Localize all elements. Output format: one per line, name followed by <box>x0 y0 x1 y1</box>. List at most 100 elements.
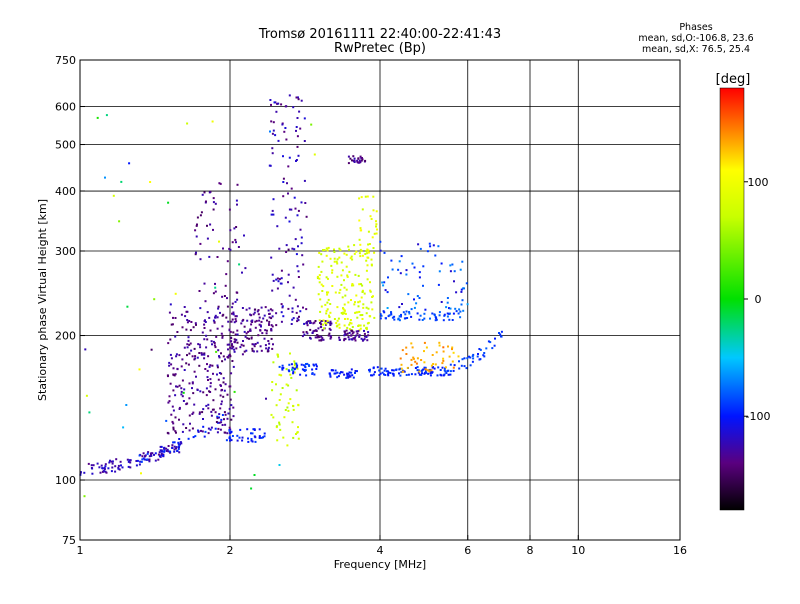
data-point <box>171 444 174 447</box>
data-point <box>299 228 302 231</box>
data-point <box>205 346 208 349</box>
data-point <box>471 355 474 357</box>
data-point <box>191 381 194 384</box>
data-point <box>408 312 411 315</box>
data-point <box>438 270 441 273</box>
data-point <box>375 223 378 226</box>
data-point <box>309 336 311 339</box>
data-point <box>401 349 404 352</box>
data-point <box>329 257 332 260</box>
data-point <box>270 328 273 330</box>
data-point <box>317 265 320 268</box>
data-point <box>291 421 294 424</box>
data-point <box>482 354 485 357</box>
data-point <box>311 368 314 371</box>
data-point <box>336 324 339 327</box>
data-point <box>466 357 469 360</box>
data-point <box>194 357 197 360</box>
data-point <box>414 373 417 376</box>
data-point <box>257 313 260 316</box>
data-point <box>258 436 261 439</box>
data-point <box>161 450 164 453</box>
data-point <box>288 94 291 97</box>
data-point <box>469 356 472 359</box>
data-point <box>379 240 382 243</box>
data-point <box>222 381 225 384</box>
data-point <box>209 223 212 226</box>
data-point <box>404 317 407 320</box>
data-point <box>202 353 205 356</box>
data-point <box>224 383 227 386</box>
data-point <box>452 351 455 354</box>
data-point <box>165 450 168 452</box>
data-point <box>424 308 427 311</box>
data-point <box>200 353 203 356</box>
data-point <box>336 262 339 265</box>
data-point <box>233 341 236 343</box>
data-point <box>328 332 331 335</box>
data-point <box>418 271 421 274</box>
data-point <box>324 320 327 323</box>
data-point <box>127 465 130 468</box>
data-point <box>347 155 350 158</box>
data-point <box>304 365 307 368</box>
data-point <box>320 326 323 328</box>
data-point <box>244 267 247 270</box>
data-point <box>262 317 265 320</box>
data-point <box>300 201 303 204</box>
data-point <box>226 260 229 263</box>
data-point <box>410 373 413 376</box>
data-point <box>298 110 301 113</box>
data-point <box>236 439 239 442</box>
data-point <box>270 329 273 332</box>
data-point <box>411 346 414 349</box>
data-point <box>296 135 299 138</box>
x-tick-label: 6 <box>464 544 471 557</box>
data-point <box>331 285 334 287</box>
data-point <box>141 455 144 458</box>
data-point <box>205 200 207 203</box>
data-point <box>434 316 437 318</box>
data-point <box>278 421 281 424</box>
data-point <box>347 162 350 165</box>
data-point <box>330 264 333 267</box>
data-point <box>321 329 324 332</box>
data-point <box>291 307 294 310</box>
data-point <box>228 435 231 438</box>
data-point <box>453 280 455 283</box>
data-point <box>451 319 454 321</box>
data-point <box>183 346 186 349</box>
data-point <box>363 338 366 341</box>
data-point <box>446 315 449 318</box>
data-point <box>264 306 267 309</box>
data-point <box>317 293 320 296</box>
data-point <box>119 460 122 463</box>
data-point <box>416 312 419 315</box>
data-point <box>351 326 354 328</box>
data-point <box>440 374 443 377</box>
data-point <box>479 348 482 351</box>
data-point <box>248 307 251 310</box>
data-point <box>446 312 449 315</box>
data-point <box>300 242 303 245</box>
data-point <box>270 120 273 123</box>
data-point <box>452 366 455 369</box>
data-point <box>241 436 244 439</box>
data-point <box>114 465 117 468</box>
data-point <box>443 369 446 372</box>
data-point <box>354 311 357 314</box>
data-point <box>366 252 369 255</box>
data-point <box>306 322 309 325</box>
data-point <box>386 291 389 294</box>
data-point <box>191 387 193 390</box>
data-point <box>318 339 321 342</box>
colorbar-tick-label: -100 <box>746 410 771 423</box>
data-point <box>220 403 223 406</box>
data-point <box>272 361 275 364</box>
data-point <box>204 300 207 303</box>
data-point <box>422 284 424 287</box>
data-point <box>301 254 304 257</box>
data-point <box>172 389 175 392</box>
data-point <box>167 401 170 404</box>
data-point <box>351 374 354 377</box>
